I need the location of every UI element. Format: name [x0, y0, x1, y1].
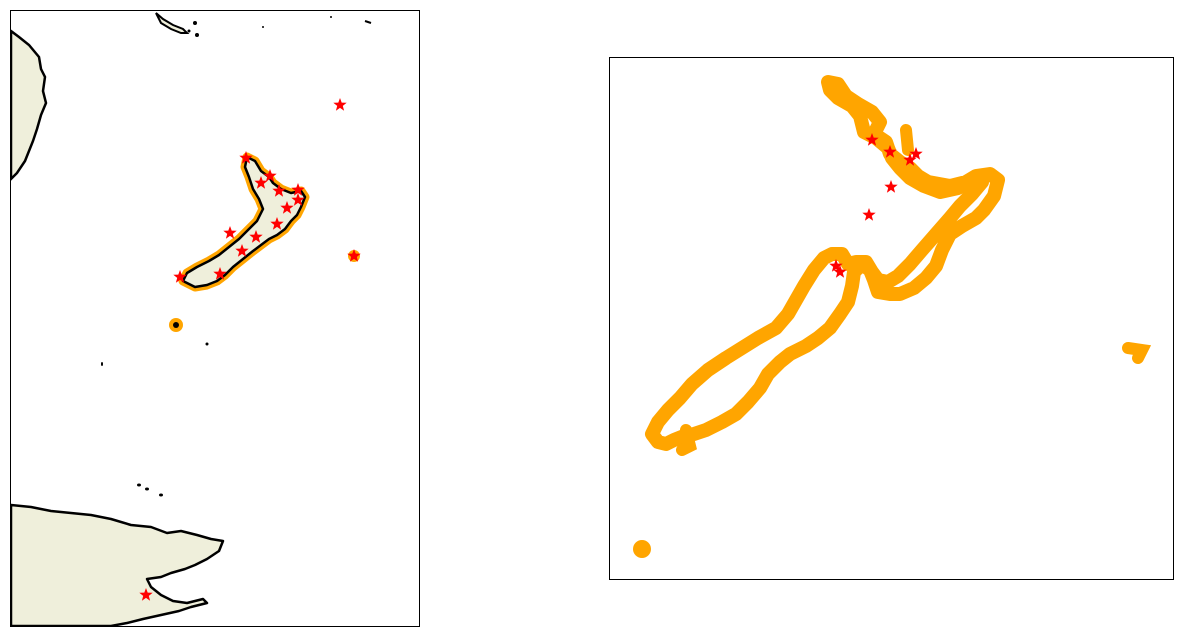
right-map-svg [633, 75, 1152, 558]
australia-landmass [11, 29, 48, 181]
small-island [262, 26, 264, 28]
small-island [137, 483, 141, 487]
left-star-markers [139, 98, 361, 601]
star-marker [223, 226, 237, 239]
star-marker [884, 180, 898, 193]
northern-island-outline [900, 124, 914, 156]
star-marker [347, 249, 361, 262]
small-island [187, 29, 191, 33]
star-marker [909, 147, 923, 160]
auckland-island [173, 322, 179, 328]
star-marker [235, 244, 249, 257]
chatham-island-outline-zoomed [1122, 342, 1152, 364]
star-marker [883, 145, 897, 158]
nz-outline-orange-zoomed [645, 75, 1005, 451]
star-marker [829, 259, 843, 272]
star-marker [865, 133, 879, 146]
left-map-panel [10, 10, 420, 627]
small-island [145, 487, 149, 491]
star-marker [239, 151, 253, 164]
right-star-markers [829, 133, 923, 278]
star-marker [903, 153, 917, 166]
small-island [205, 342, 209, 346]
star-marker [833, 265, 847, 278]
star-marker [280, 201, 294, 214]
star-marker [173, 270, 187, 283]
auckland-island-outline-zoomed [633, 540, 651, 558]
small-island-top [155, 12, 190, 34]
star-marker [291, 183, 305, 196]
small-island [330, 16, 332, 18]
small-island [364, 20, 372, 24]
star-marker [213, 267, 227, 280]
star-marker [333, 98, 347, 111]
left-map-svg [11, 12, 372, 626]
star-marker [862, 208, 876, 221]
small-island [159, 493, 163, 497]
antarctica-landmass [11, 503, 225, 626]
right-map-panel [609, 57, 1174, 580]
small-island [193, 21, 197, 25]
fiordland-bump-outline [676, 424, 697, 456]
star-marker [272, 184, 286, 197]
small-island [195, 33, 199, 37]
star-marker [291, 193, 305, 206]
star-marker [270, 217, 284, 230]
star-marker [254, 176, 268, 189]
star-marker [249, 230, 263, 243]
star-marker [139, 588, 153, 601]
small-island [101, 362, 103, 366]
star-marker [263, 169, 277, 182]
